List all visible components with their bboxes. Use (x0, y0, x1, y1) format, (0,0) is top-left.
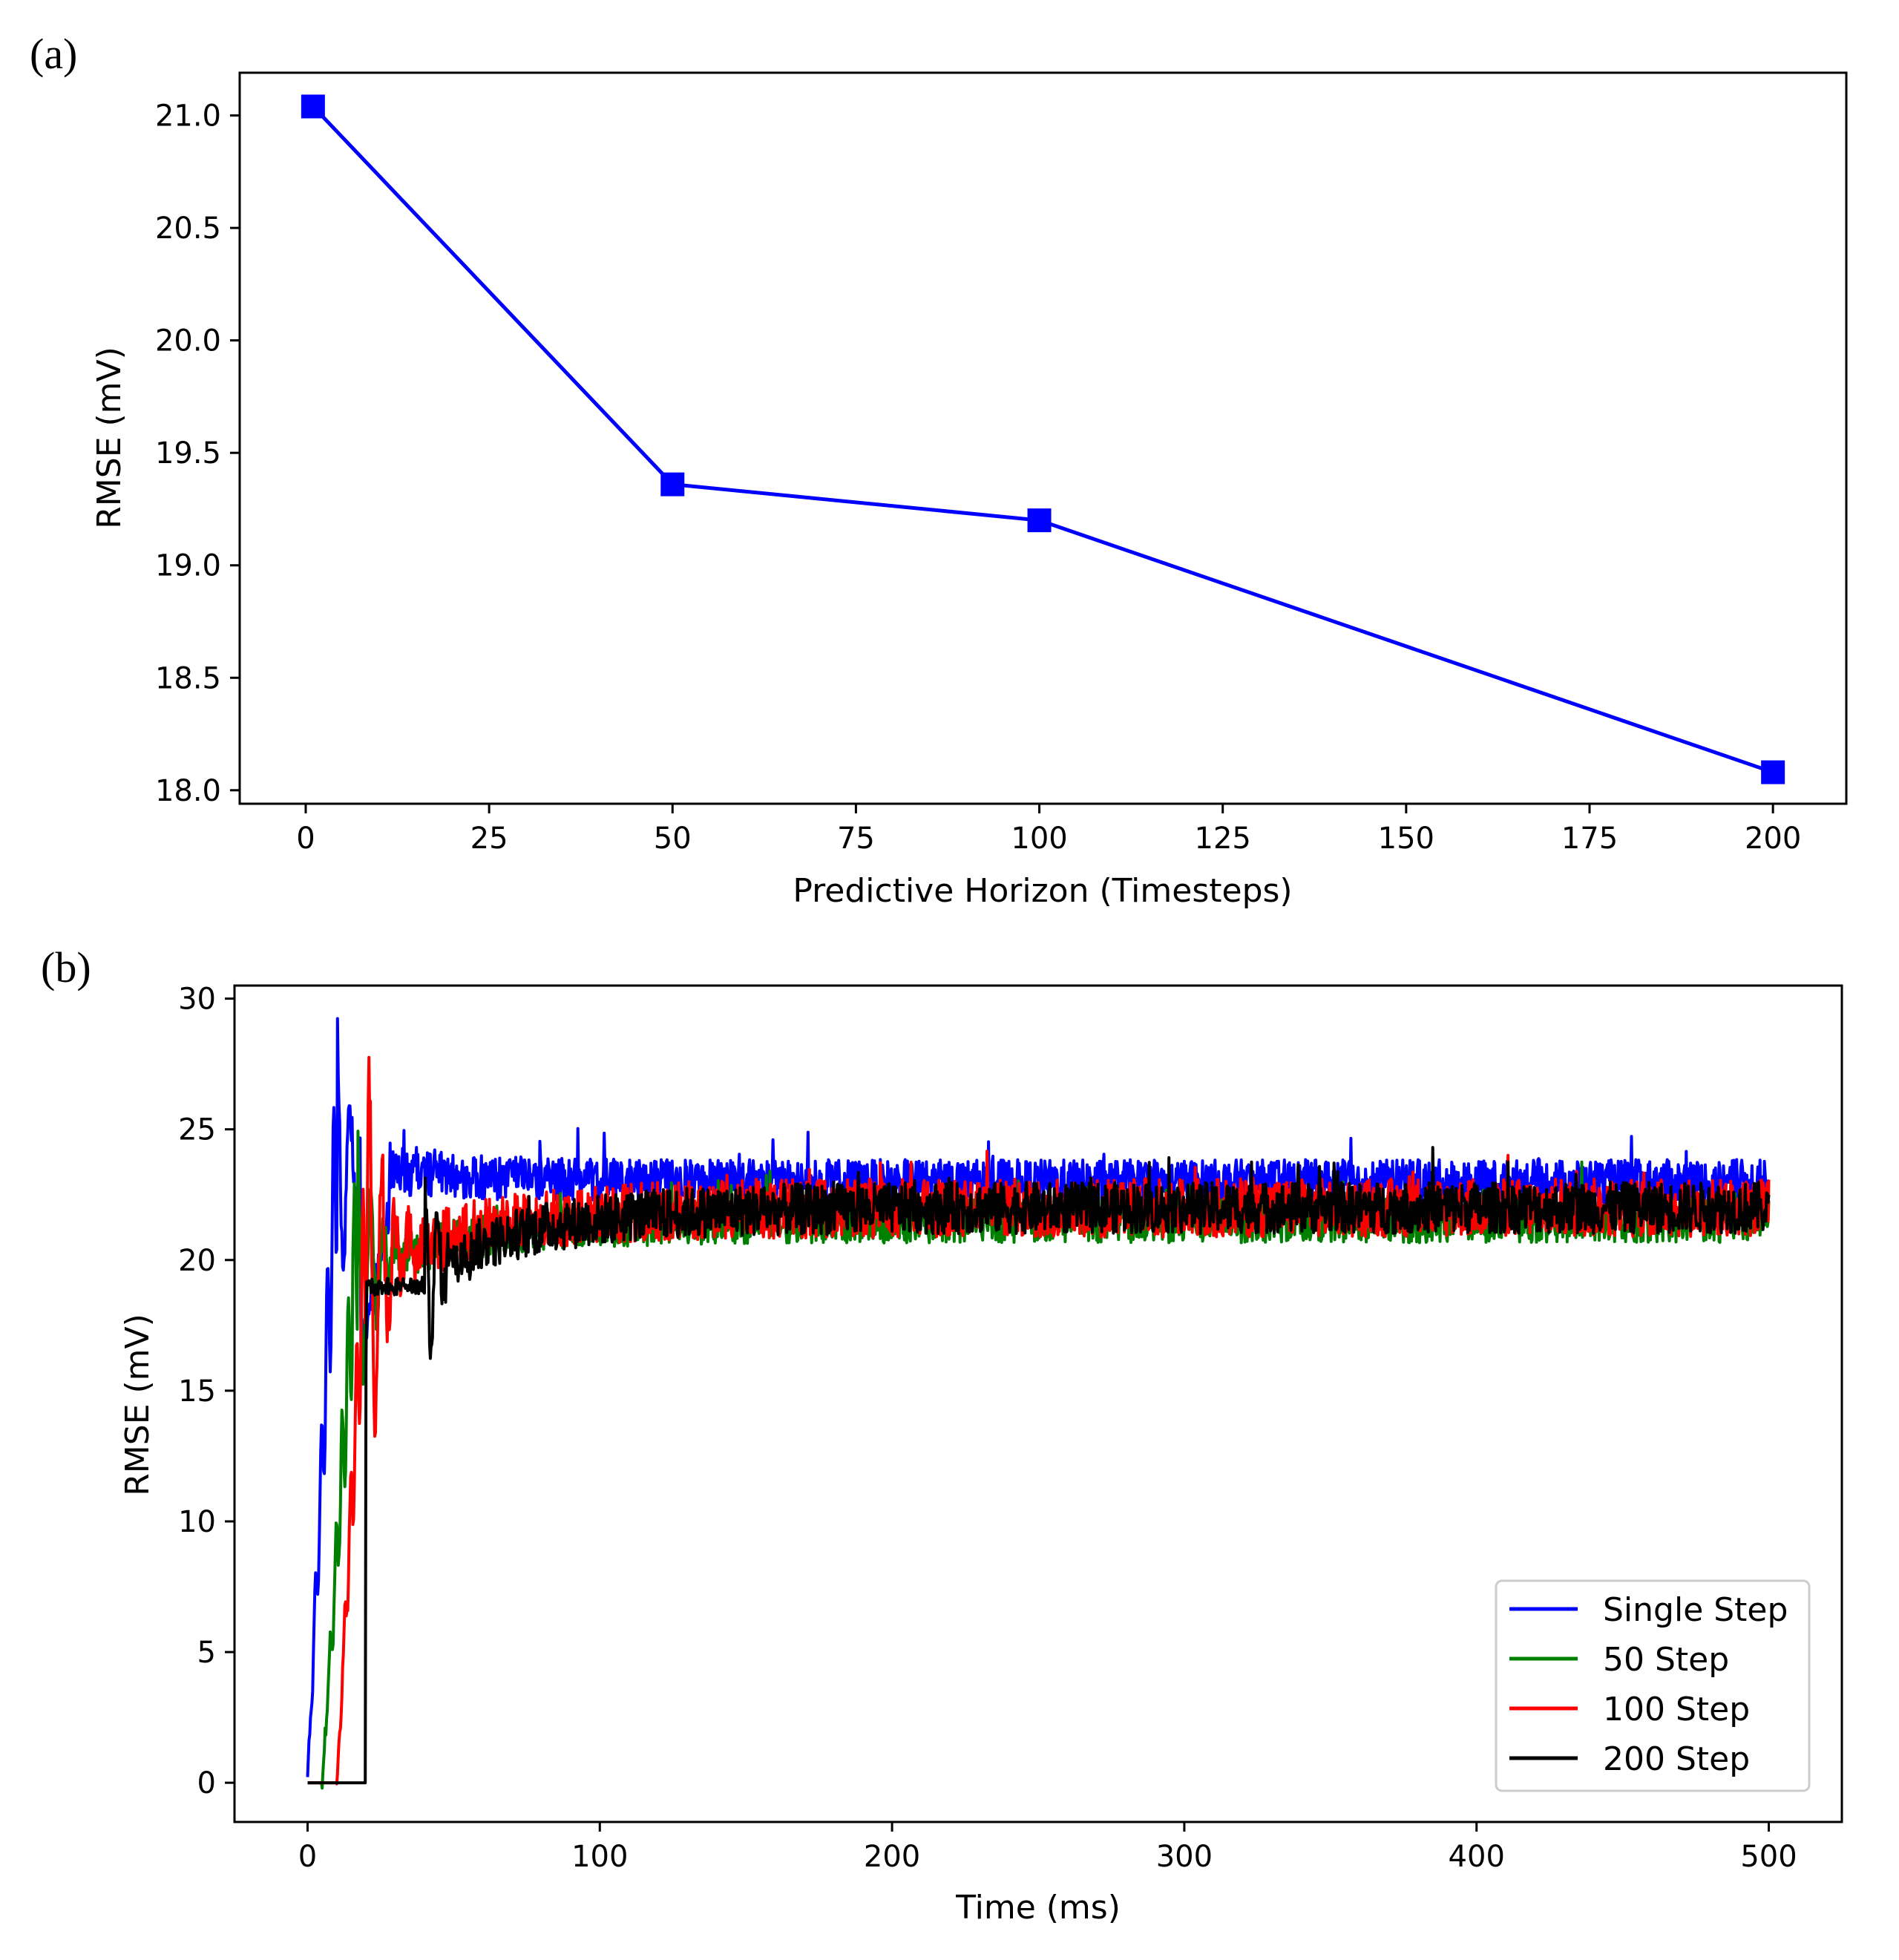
y-tick-label-b: 20 (178, 1244, 216, 1278)
y-tick-label-b: 30 (178, 983, 216, 1017)
legend: Single Step 50 Step 100 Step 200 Step (1495, 1579, 1811, 1792)
data-point-marker (301, 94, 325, 119)
y-tick-label-b: 0 (197, 1766, 216, 1800)
y-tick-label-a: 18.0 (155, 774, 221, 808)
y-tick-label-b: 10 (178, 1505, 216, 1539)
x-axis-label-a: Predictive Horizon (Timesteps) (793, 872, 1292, 910)
y-axis-label-b: RMSE (mV) (119, 1314, 157, 1496)
legend-label: 200 Step (1603, 1740, 1750, 1778)
x-tick-label-b: 500 (1740, 1840, 1797, 1874)
series-line-a (312, 105, 1774, 774)
y-tick-label-a: 20.5 (155, 212, 221, 246)
x-tick-label-a: 0 (296, 822, 315, 856)
legend-label: 100 Step (1603, 1691, 1750, 1728)
x-tick-label-a: 175 (1561, 822, 1618, 856)
x-tick-label-a: 200 (1745, 822, 1801, 856)
y-tick-label-a: 19.5 (155, 436, 221, 471)
y-tick-label-a: 19.0 (155, 549, 221, 583)
legend-box (1495, 1579, 1811, 1792)
axes-frame-b (233, 984, 1843, 1823)
x-tick-label-b: 100 (571, 1840, 628, 1874)
panel-a: 0 25 50 75 100 125 150 175 200 18.0 18.5 19.0 19.5 20… (91, 71, 1848, 910)
legend-label: 50 Step (1603, 1641, 1729, 1679)
legend-label: Single Step (1603, 1591, 1788, 1629)
panel-label-b: (b) (41, 943, 91, 992)
data-point-marker (1027, 508, 1052, 533)
y-tick-label-b: 15 (178, 1374, 216, 1409)
x-tick-label-b: 400 (1449, 1840, 1505, 1874)
y-tick-label-b: 25 (178, 1113, 216, 1147)
x-tick-label-a: 25 (470, 822, 508, 856)
x-tick-label-b: 300 (1156, 1840, 1213, 1874)
x-tick-label-a: 150 (1378, 822, 1434, 856)
data-point-marker (660, 472, 685, 496)
panel-b: 0 100 200 300 400 500 0 5 10 15 20 25 30 Time (ms) R… (119, 983, 1843, 1927)
axes-frame-a (238, 71, 1848, 805)
series-line-4 (306, 1146, 1771, 1785)
y-tick-label-a: 21.0 (155, 99, 221, 134)
y-tick-label-b: 5 (197, 1636, 216, 1670)
x-tick-label-a: 50 (654, 822, 692, 856)
x-tick-label-a: 125 (1195, 822, 1251, 856)
x-axis-label-b: Time (ms) (955, 1889, 1121, 1927)
x-tick-label-a: 75 (837, 822, 875, 856)
y-tick-label-a: 20.0 (155, 324, 221, 358)
x-tick-label-a: 100 (1011, 822, 1067, 856)
panel-label-a: (a) (30, 30, 77, 78)
y-axis-label-a: RMSE (mV) (91, 347, 128, 529)
y-tick-label-a: 18.5 (155, 661, 221, 695)
x-tick-label-b: 0 (298, 1840, 317, 1874)
data-point-marker (1761, 760, 1785, 784)
x-tick-label-b: 200 (864, 1840, 920, 1874)
